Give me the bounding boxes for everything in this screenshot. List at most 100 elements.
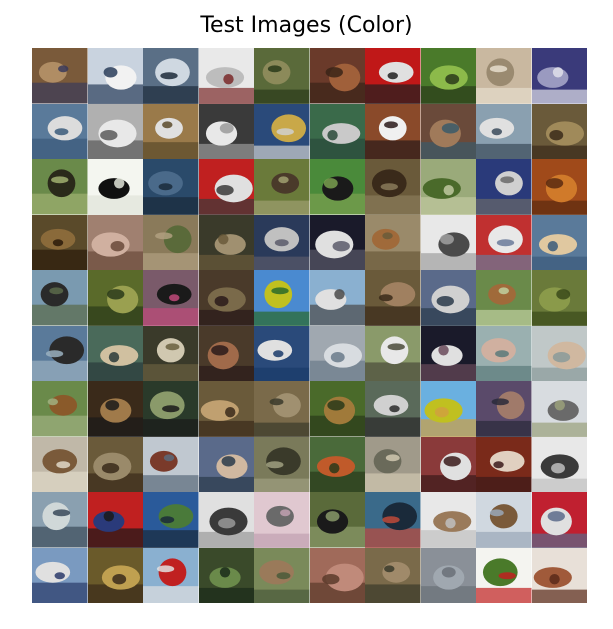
thumbnail-truck	[420, 270, 476, 326]
thumbnail-cat	[476, 48, 532, 104]
thumbnail-bird	[365, 492, 421, 548]
thumbnail-automobile	[365, 48, 421, 104]
thumbnail-frog	[198, 270, 254, 326]
thumbnail-dog	[198, 214, 254, 270]
thumbnail-ship	[32, 492, 88, 548]
thumbnail-frog	[365, 547, 421, 603]
thumbnail-deer	[365, 214, 421, 270]
thumbnail-horse	[32, 159, 88, 215]
thumbnail-truck	[476, 214, 532, 270]
thumbnail-frog	[531, 103, 587, 159]
thumbnail-dog	[143, 103, 199, 159]
thumbnail-airplane	[476, 547, 532, 603]
thumbnail-truck	[476, 159, 532, 215]
thumbnail-airplane	[254, 270, 310, 326]
thumbnail-bird	[143, 270, 199, 326]
thumbnail-dog	[476, 325, 532, 381]
thumbnail-frog	[420, 48, 476, 104]
thumbnail-airplane	[32, 103, 88, 159]
thumbnail-frog	[254, 381, 310, 437]
thumbnail-bird	[420, 381, 476, 437]
thumbnail-ship	[476, 103, 532, 159]
thumbnail-cat	[32, 48, 88, 104]
thumbnail-cat	[198, 325, 254, 381]
thumbnail-horse	[420, 103, 476, 159]
thumbnail-bird	[254, 492, 310, 548]
thumbnail-ship	[309, 325, 365, 381]
thumbnail-airplane	[87, 159, 143, 215]
thumbnail-cat	[365, 159, 421, 215]
thumbnail-horse	[365, 325, 421, 381]
thumbnail-ship	[87, 48, 143, 104]
thumbnail-horse	[531, 547, 587, 603]
thumbnail-deer	[254, 547, 310, 603]
thumbnail-dog	[87, 381, 143, 437]
thumbnail-deer	[143, 214, 199, 270]
thumbnail-frog	[87, 436, 143, 492]
thumbnail-ship	[143, 547, 199, 603]
thumbnail-cat	[531, 325, 587, 381]
thumbnail-bird	[309, 436, 365, 492]
thumbnail-bird	[309, 381, 365, 437]
thumbnail-truck	[254, 103, 310, 159]
thumbnail-ship	[198, 436, 254, 492]
thumbnail-dog	[254, 159, 310, 215]
thumbnail-bird	[309, 159, 365, 215]
thumbnail-automobile	[143, 492, 199, 548]
thumbnail-dog	[531, 214, 587, 270]
thumbnail-frog	[309, 48, 365, 104]
thumbnail-dog	[476, 436, 532, 492]
thumbnail-bird	[143, 159, 199, 215]
figure-title: Test Images (Color)	[200, 13, 413, 38]
thumbnail-cat	[420, 436, 476, 492]
thumbnail-cat	[87, 547, 143, 603]
thumbnail-airplane	[143, 325, 199, 381]
thumbnail-cat	[309, 214, 365, 270]
thumbnail-truck	[420, 214, 476, 270]
thumbnail-truck	[198, 159, 254, 215]
thumbnail-frog	[87, 270, 143, 326]
thumbnail-frog	[198, 547, 254, 603]
thumbnail-truck	[254, 214, 310, 270]
thumbnail-cat	[198, 381, 254, 437]
thumbnail-automobile	[87, 492, 143, 548]
thumbnail-ship	[476, 492, 532, 548]
thumbnail-frog	[309, 547, 365, 603]
thumbnail-cat	[365, 270, 421, 326]
image-grid	[32, 48, 587, 603]
thumbnail-dog	[309, 492, 365, 548]
thumbnail-bird	[32, 436, 88, 492]
thumbnail-frog	[531, 270, 587, 326]
thumbnail-ship	[254, 325, 310, 381]
thumbnail-horse	[531, 381, 587, 437]
thumbnail-ship	[143, 436, 199, 492]
thumbnail-dog	[365, 103, 421, 159]
thumbnail-ship	[87, 325, 143, 381]
thumbnail-horse	[476, 270, 532, 326]
thumbnail-dog	[87, 214, 143, 270]
thumbnail-truck	[87, 103, 143, 159]
thumbnail-horse	[32, 381, 88, 437]
thumbnail-frog	[143, 381, 199, 437]
thumbnail-airplane	[420, 547, 476, 603]
thumbnail-deer	[32, 270, 88, 326]
thumbnail-cat	[476, 381, 532, 437]
thumbnail-horse	[198, 103, 254, 159]
thumbnail-truck	[531, 492, 587, 548]
thumbnail-horse	[198, 492, 254, 548]
thumbnail-airplane	[32, 547, 88, 603]
thumbnail-horse	[420, 492, 476, 548]
thumbnail-airplane	[198, 48, 254, 104]
thumbnail-truck	[32, 325, 88, 381]
thumbnail-frog	[531, 159, 587, 215]
thumbnail-cat	[420, 325, 476, 381]
thumbnail-airplane	[420, 159, 476, 215]
thumbnail-ship	[531, 436, 587, 492]
thumbnail-ship	[143, 48, 199, 104]
thumbnail-automobile	[365, 381, 421, 437]
thumbnail-ship	[309, 103, 365, 159]
thumbnail-automobile	[531, 48, 587, 104]
thumbnail-frog	[254, 48, 310, 104]
thumbnail-airplane	[365, 436, 421, 492]
thumbnail-truck	[254, 436, 310, 492]
